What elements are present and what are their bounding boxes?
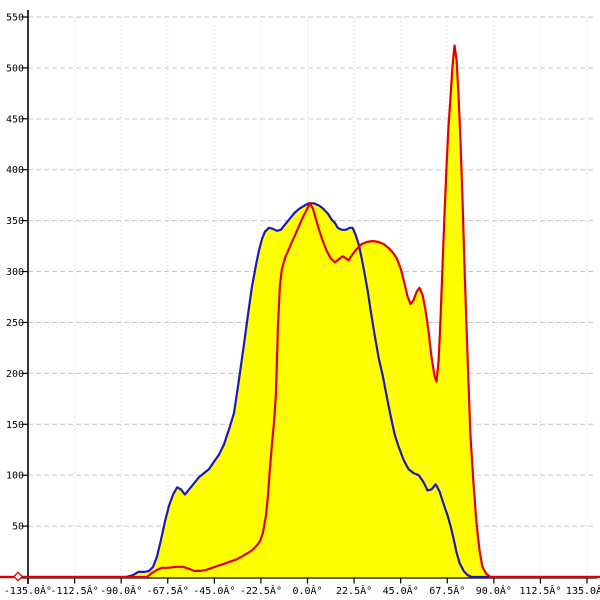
y-tick-label: 250	[6, 318, 24, 329]
x-tick-label: 90.0Â°	[476, 584, 512, 597]
x-tick-label: -22.5Â°	[240, 584, 282, 597]
x-tick-label: -67.5Â°	[147, 584, 189, 597]
x-tick-label: 0.0Â°	[292, 584, 322, 597]
y-tick-label: 450	[6, 114, 24, 125]
baseline-diamond-marker	[12, 571, 24, 582]
series-blue-line	[0, 202, 600, 579]
x-tick-label: 22.5Â°	[336, 584, 372, 597]
y-tick-label: 400	[6, 165, 24, 176]
y-tick-label: 200	[6, 369, 24, 380]
x-tick-label: -90.0Â°	[100, 584, 142, 597]
series-red-line	[0, 44, 600, 579]
y-tick-label: 550	[6, 13, 24, 24]
x-tick-label: 67.5Â°	[429, 584, 465, 597]
x-tick-label: -45.0Â°	[193, 584, 235, 597]
y-tick-label: 350	[6, 216, 24, 227]
x-tick-label: -135.0Â°	[4, 584, 52, 597]
y-tick-label: 150	[6, 420, 24, 431]
x-tick-label: -112.5Â°	[50, 584, 98, 597]
series-red-fill	[147, 45, 491, 577]
y-tick-label: 500	[6, 63, 24, 74]
x-tick-label: 135.0Â°	[566, 584, 600, 597]
x-tick-label: 112.5Â°	[519, 584, 561, 597]
y-tick-label: 300	[6, 267, 24, 278]
y-tick-label: 100	[6, 471, 24, 482]
x-tick-label: 45.0Â°	[383, 584, 419, 597]
y-tick-label: 50	[12, 522, 24, 533]
